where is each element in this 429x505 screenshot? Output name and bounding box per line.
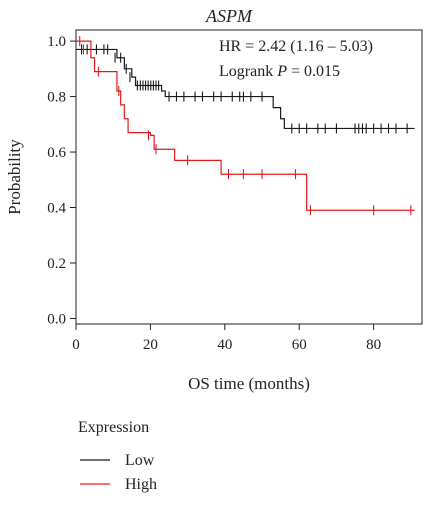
legend-label-low: Low — [125, 452, 155, 469]
series-layer — [76, 36, 415, 216]
x-tick-label: 20 — [143, 337, 158, 353]
plot-frame — [75, 29, 423, 325]
x-tick-label: 80 — [366, 337, 381, 353]
y-tick-label: 0.4 — [47, 201, 66, 217]
chart-title: ASPM — [205, 6, 253, 26]
y-axis-title: Probability — [5, 139, 24, 215]
survival-curve-low — [76, 48, 415, 130]
x-tick-label: 40 — [217, 337, 232, 353]
logrank-prefix: Logrank — [219, 63, 277, 80]
y-tick-label: 0.8 — [47, 90, 66, 106]
x-tick-label: 0 — [72, 337, 80, 353]
legend-title: Expression — [78, 419, 149, 436]
y-tick-label: 0.2 — [47, 256, 66, 272]
x-axis: 0 20 40 60 80 — [72, 324, 381, 353]
hazard-ratio-annotation: HR = 2.42 (1.16 – 5.03) — [219, 38, 373, 55]
survival-curve-high — [76, 40, 415, 211]
logrank-value: = 0.015 — [287, 63, 340, 80]
y-tick-label: 0.0 — [47, 311, 66, 327]
legend-label-high: High — [125, 476, 157, 493]
x-axis-title: OS time (months) — [188, 374, 310, 393]
logrank-annotation: Logrank P = 0.015 — [219, 63, 340, 80]
logrank-p: P — [276, 63, 287, 80]
legend: Expression Low High — [78, 419, 157, 493]
x-tick-label: 60 — [292, 337, 307, 353]
y-tick-label: 1.0 — [47, 34, 66, 50]
y-tick-label: 0.6 — [47, 145, 66, 161]
y-axis: 0.0 0.2 0.4 0.6 0.8 1.0 — [47, 34, 76, 327]
